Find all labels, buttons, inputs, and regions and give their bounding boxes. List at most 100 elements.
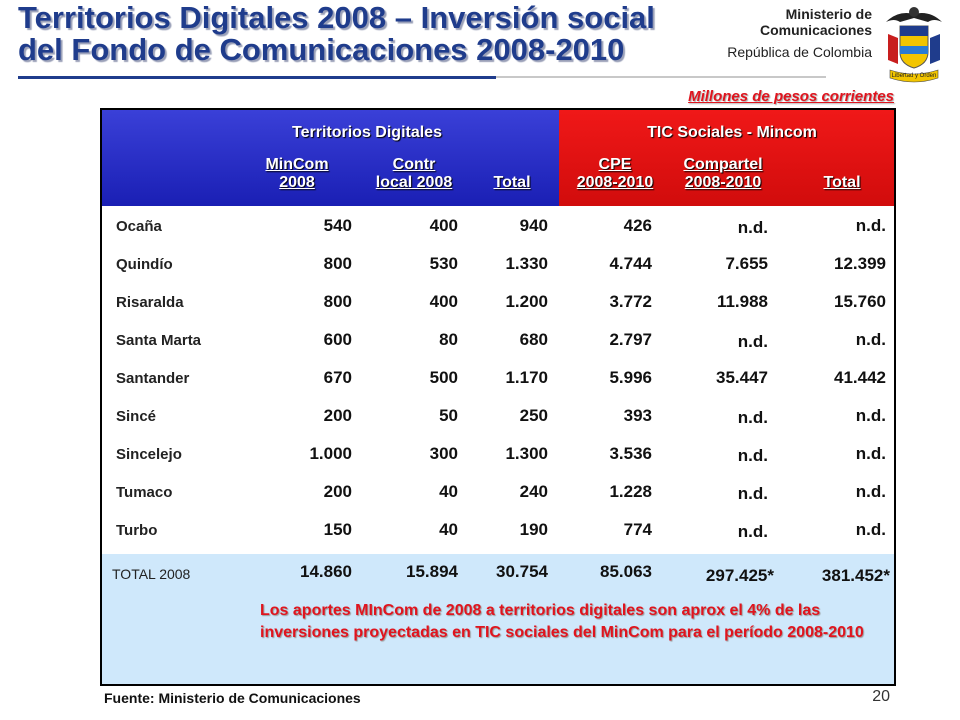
row-label: Ocaña: [116, 218, 162, 235]
cell-cpe: 426: [623, 216, 652, 235]
cell-cpe: 3.536: [609, 444, 652, 463]
table-row: Sincé 200 50 250 393 n.d. n.d.: [102, 396, 894, 434]
header-territorios: [102, 110, 559, 206]
ministry-name-line2: Comunicaciones: [759, 22, 872, 38]
table-row: Sincelejo 1.000 300 1.300 3.536 n.d. n.d…: [102, 434, 894, 472]
cell-contr: 530: [429, 254, 458, 273]
coat-of-arms-icon: Libertad y Orden: [886, 7, 942, 83]
cell-mincom: 800: [323, 254, 352, 273]
cell-total-td: 1.170: [505, 368, 548, 387]
crest-motto: Libertad y Orden: [892, 73, 937, 79]
row-label: Sincelejo: [116, 446, 182, 463]
country-name: República de Colombia: [727, 44, 872, 60]
col-header-contr-line2: local 2008: [375, 174, 453, 191]
cell-contr: 80: [439, 330, 458, 349]
cell-mincom: 600: [323, 330, 352, 349]
cell-contr: 40: [439, 520, 458, 539]
cell-compartel: n.d.: [737, 408, 768, 427]
row-label: Risaralda: [116, 294, 184, 311]
cell-compartel: n.d.: [737, 522, 768, 541]
source-footer: Fuente: Ministerio de Comunicaciones: [104, 690, 361, 706]
cell-contr: 400: [429, 292, 458, 311]
total-label: TOTAL 2008: [112, 566, 191, 582]
cell-compartel: n.d.: [737, 332, 768, 351]
col-header-compartel-line2: 2008-2010: [684, 174, 762, 191]
col-header-compartel: Compartel 2008-2010: [674, 156, 772, 192]
cell-mincom: 1.000: [309, 444, 352, 463]
row-label: Santa Marta: [116, 332, 202, 349]
cell-mincom: 200: [323, 406, 352, 425]
title-underline: [18, 76, 496, 79]
cell-total-td: 940: [519, 216, 548, 235]
cell-compartel-total: 297.425*: [705, 566, 774, 585]
cell-mincom: 150: [323, 520, 352, 539]
cell-cpe: 393: [623, 406, 652, 425]
cell-total-tic: n.d.: [855, 482, 886, 501]
col-header-total-tic: Total: [823, 174, 861, 191]
group-header-left: Territorios Digitales: [292, 124, 442, 141]
cell-cpe: 4.744: [609, 254, 652, 273]
total-row-background: [102, 554, 894, 598]
note-background: [102, 598, 894, 684]
table-row: Quindío 800 530 1.330 4.744 7.655 12.399: [102, 244, 894, 282]
cell-total-tic: n.d.: [855, 520, 886, 539]
group-header-right: TIC Sociales - Mincom: [647, 124, 817, 141]
units-label: Millones de pesos corrientes: [688, 88, 894, 105]
table-row: Turbo 150 40 190 774 n.d. n.d.: [102, 510, 894, 548]
row-label: Santander: [116, 370, 190, 387]
cell-mincom: 800: [323, 292, 352, 311]
cell-total-td: 240: [519, 482, 548, 501]
cell-contr: 50: [439, 406, 458, 425]
cell-total-tic: n.d.: [855, 406, 886, 425]
col-header-mincom-line2: 2008: [279, 174, 315, 191]
table-row: Ocaña 540 400 940 426 n.d. n.d.: [102, 206, 894, 244]
col-header-mincom: MinCom 2008: [252, 156, 342, 192]
cell-total-td-total: 30.754: [496, 562, 548, 581]
table-row: Santander 670 500 1.170 5.996 35.447 41.…: [102, 358, 894, 396]
table-row: Risaralda 800 400 1.200 3.772 11.988 15.…: [102, 282, 894, 320]
col-header-cpe-line1: CPE: [598, 156, 632, 173]
cell-mincom: 200: [323, 482, 352, 501]
slide-title: Territorios Digitales 2008 – Inversión s…: [18, 2, 678, 66]
row-label: Tumaco: [116, 484, 173, 501]
cell-total-td: 250: [519, 406, 548, 425]
cell-cpe: 5.996: [609, 368, 652, 387]
row-label: Quindío: [116, 256, 173, 273]
cell-total-td: 1.330: [505, 254, 548, 273]
ministry-block: Ministerio de Comunicaciones República d…: [727, 6, 872, 60]
col-header-mincom-line1: MinCom: [265, 156, 329, 173]
cell-contr: 500: [429, 368, 458, 387]
investment-table: Territorios Digitales TIC Sociales - Min…: [100, 108, 896, 686]
cell-compartel: n.d.: [737, 218, 768, 237]
cell-total-tic: 15.760: [834, 292, 886, 311]
table-row: Santa Marta 600 80 680 2.797 n.d. n.d.: [102, 320, 894, 358]
header-tic-sociales: [559, 110, 894, 206]
cell-contr-total: 15.894: [406, 562, 458, 581]
cell-compartel: 35.447: [716, 368, 768, 387]
cell-total-tic: n.d.: [855, 330, 886, 349]
cell-cpe: 3.772: [609, 292, 652, 311]
col-header-contr-line1: Contr: [392, 156, 436, 173]
cell-total-td: 680: [519, 330, 548, 349]
table-row: Tumaco 200 40 240 1.228 n.d. n.d.: [102, 472, 894, 510]
cell-total-td: 190: [519, 520, 548, 539]
cell-compartel: n.d.: [737, 446, 768, 465]
cell-contr: 40: [439, 482, 458, 501]
cell-compartel: n.d.: [737, 484, 768, 503]
cell-total-tic-total: 381.452*: [821, 566, 890, 585]
cell-total-td: 1.300: [505, 444, 548, 463]
page-number: 20: [872, 688, 890, 705]
note-text: Los aportes MInCom de 2008 a territorios…: [260, 602, 864, 641]
cell-compartel: 7.655: [725, 254, 768, 273]
col-header-cpe-line2: 2008-2010: [576, 174, 654, 191]
slide-title-line1: Territorios Digitales 2008 – Inversión s…: [18, 0, 655, 35]
cell-mincom: 670: [323, 368, 352, 387]
cell-mincom-total: 14.860: [300, 562, 352, 581]
cell-total-td: 1.200: [505, 292, 548, 311]
cell-total-tic: n.d.: [855, 216, 886, 235]
cell-total-tic: n.d.: [855, 444, 886, 463]
col-header-compartel-line1: Compartel: [683, 156, 763, 173]
cell-cpe: 774: [623, 520, 652, 539]
row-label: Sincé: [116, 408, 157, 425]
col-header-total-td: Total: [493, 174, 531, 191]
